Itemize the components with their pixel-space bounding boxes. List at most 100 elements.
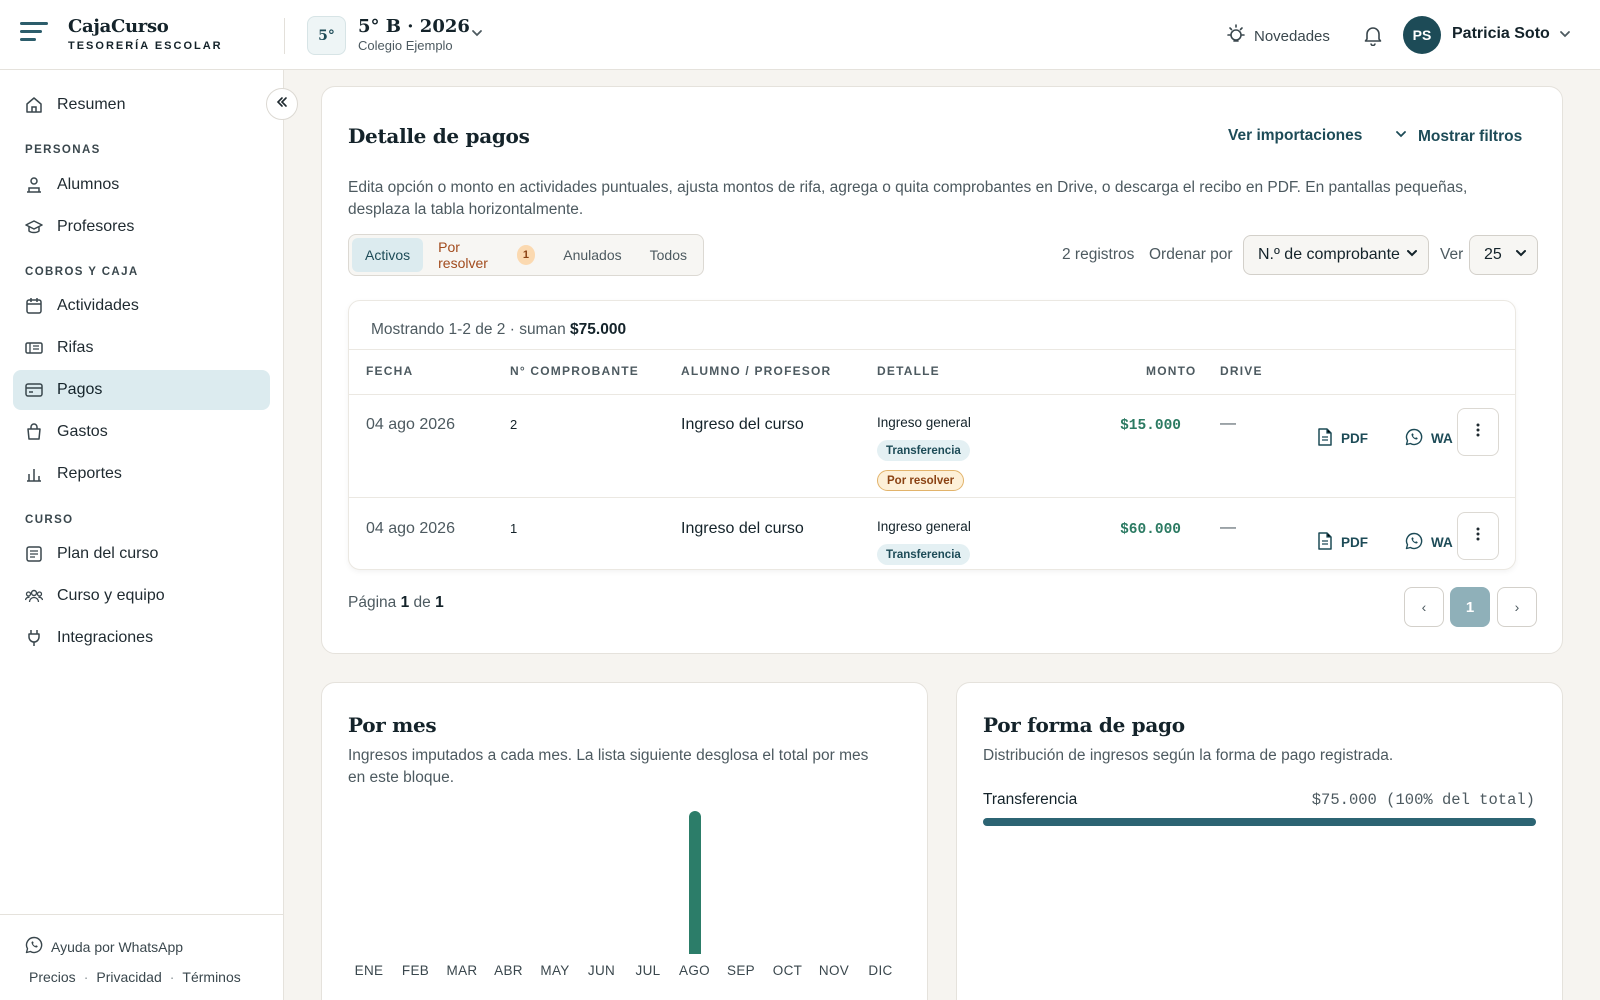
por-mes-title: Por mes bbox=[348, 713, 437, 737]
tab-anulados[interactable]: Anulados bbox=[563, 247, 622, 263]
collapse-sidebar-button[interactable] bbox=[266, 88, 298, 120]
row-divider bbox=[349, 394, 1515, 395]
whatsapp-icon bbox=[25, 936, 43, 957]
sidebar-item-reportes[interactable]: Reportes bbox=[13, 454, 270, 494]
column-header-fecha[interactable]: FECHA bbox=[366, 364, 414, 378]
pdf-label: PDF bbox=[1341, 535, 1368, 550]
sidebar-item-label: Integraciones bbox=[57, 629, 154, 646]
sidebar-item-label: Reportes bbox=[57, 465, 122, 482]
privacidad-link[interactable]: Privacidad bbox=[96, 969, 162, 985]
chart-tick-label: FEB bbox=[401, 963, 430, 978]
pdf-button[interactable]: PDF bbox=[1317, 532, 1368, 553]
footer-separator: · bbox=[83, 969, 89, 985]
mostrar-filtros-button[interactable]: Mostrar filtros bbox=[1394, 127, 1522, 146]
showing-summary: Mostrando 1-2 de 2 · suman $75.000 bbox=[371, 321, 626, 339]
per-page-value: 25 bbox=[1484, 246, 1502, 263]
wa-label: WA bbox=[1431, 431, 1453, 446]
plug-icon bbox=[25, 629, 43, 647]
chart-tick-label: MAR bbox=[446, 963, 478, 978]
row-divider bbox=[349, 497, 1515, 498]
row-date: 04 ago 2026 bbox=[366, 520, 455, 537]
footer-separator: · bbox=[169, 969, 175, 985]
total-pages: 1 bbox=[435, 594, 444, 611]
brand-logo[interactable]: CajaCurso TESORERÍA ESCOLAR bbox=[68, 16, 223, 52]
top-header: CajaCurso TESORERÍA ESCOLAR 5° 5° B · 20… bbox=[0, 0, 1600, 70]
sidebar-item-integraciones[interactable]: Integraciones bbox=[13, 618, 270, 658]
sidebar-item-gastos[interactable]: Gastos bbox=[13, 412, 270, 452]
avatar[interactable]: PS bbox=[1403, 16, 1441, 54]
bell-icon[interactable] bbox=[1362, 24, 1384, 50]
chart-tick-label: ENE bbox=[354, 963, 384, 978]
help-label: Ayuda por WhatsApp bbox=[51, 938, 184, 955]
section-personas: PERSONAS bbox=[25, 144, 101, 156]
chevron-down-icon[interactable] bbox=[1558, 27, 1572, 45]
sidebar-item-rifas[interactable]: Rifas bbox=[13, 328, 270, 368]
precios-link[interactable]: Precios bbox=[29, 969, 76, 985]
course-badge[interactable]: 5° bbox=[307, 16, 346, 55]
sidebar-item-label: Curso y equipo bbox=[57, 587, 165, 604]
sidebar-item-alumnos[interactable]: Alumnos bbox=[13, 165, 270, 205]
footer-links: Precios · Privacidad · Términos bbox=[29, 969, 241, 985]
sidebar-item-label: Alumnos bbox=[57, 176, 120, 193]
next-page-button[interactable]: › bbox=[1497, 587, 1537, 627]
chart-tick-label: OCT bbox=[772, 963, 803, 978]
row-payer: Ingreso del curso bbox=[681, 520, 804, 537]
of-word: de bbox=[413, 594, 431, 611]
sidebar-item-equipo[interactable]: Curso y equipo bbox=[13, 576, 270, 616]
column-header-alumno[interactable]: ALUMNO / PROFESOR bbox=[681, 364, 832, 378]
column-header-detalle[interactable]: DETALLE bbox=[877, 364, 940, 378]
pdf-button[interactable]: PDF bbox=[1317, 428, 1368, 449]
section-curso: CURSO bbox=[25, 514, 74, 526]
description-line: Ingresos imputados a cada mes. La lista … bbox=[348, 747, 869, 764]
help-whatsapp-link[interactable]: Ayuda por WhatsApp bbox=[25, 936, 183, 957]
user-name[interactable]: Patricia Soto bbox=[1452, 25, 1550, 42]
payment-method-label: Transferencia bbox=[983, 791, 1078, 808]
sidebar-item-pagos[interactable]: Pagos bbox=[13, 370, 270, 410]
course-title[interactable]: 5° B · 2026 bbox=[358, 16, 470, 37]
per-page-select[interactable]: 25 bbox=[1469, 235, 1538, 275]
tab-activos[interactable]: Activos bbox=[352, 238, 424, 272]
course-school: Colegio Ejemplo bbox=[358, 38, 453, 53]
whatsapp-button[interactable]: WA bbox=[1405, 428, 1453, 449]
sidebar-item-plan[interactable]: Plan del curso bbox=[13, 534, 270, 574]
tab-todos[interactable]: Todos bbox=[649, 247, 687, 263]
tab-por-resolver[interactable]: Por resolver 1 bbox=[425, 238, 548, 272]
column-header-comprobante[interactable]: N° COMPROBANTE bbox=[510, 364, 639, 378]
prev-page-button[interactable]: ‹ bbox=[1404, 587, 1444, 627]
mostrar-filtros-label: Mostrar filtros bbox=[1418, 127, 1523, 145]
brand-name: CajaCurso bbox=[68, 16, 169, 37]
count-badge: 1 bbox=[516, 245, 536, 265]
row-receipt-number: 2 bbox=[510, 417, 518, 432]
sidebar-item-profesores[interactable]: Profesores bbox=[13, 207, 270, 247]
forma-pago-title: Por forma de pago bbox=[983, 713, 1185, 737]
document-list-icon bbox=[25, 545, 43, 563]
row-menu-button[interactable] bbox=[1457, 408, 1499, 456]
bar-chart-icon bbox=[25, 465, 43, 483]
sidebar-item-resumen[interactable]: Resumen bbox=[13, 85, 270, 125]
payment-method-value: $75.000 (100% del total) bbox=[1311, 791, 1535, 809]
per-page-label: Ver bbox=[1440, 246, 1464, 263]
credit-card-icon bbox=[25, 381, 43, 399]
description-line: Edita opción o monto en actividades punt… bbox=[348, 179, 1468, 196]
whatsapp-icon bbox=[1405, 532, 1423, 553]
ticket-icon bbox=[25, 339, 43, 357]
chevron-down-icon[interactable] bbox=[470, 26, 484, 44]
table-header-divider bbox=[349, 349, 1515, 350]
column-header-monto[interactable]: MONTO bbox=[1146, 364, 1197, 378]
more-vertical-icon bbox=[1476, 422, 1480, 442]
row-menu-button[interactable] bbox=[1457, 512, 1499, 560]
student-icon bbox=[25, 176, 43, 194]
ver-importaciones-button[interactable]: Ver importaciones bbox=[1228, 127, 1363, 144]
sidebar-item-actividades[interactable]: Actividades bbox=[13, 286, 270, 326]
terminos-link[interactable]: Términos bbox=[182, 969, 241, 985]
column-header-drive[interactable]: DRIVE bbox=[1220, 364, 1263, 378]
whatsapp-button[interactable]: WA bbox=[1405, 532, 1453, 553]
page-1-button[interactable]: 1 bbox=[1450, 587, 1490, 627]
row-amount: $15.000 bbox=[1120, 418, 1181, 434]
por-mes-description: Ingresos imputados a cada mes. La lista … bbox=[348, 745, 908, 789]
forma-pago-description: Distribución de ingresos según la forma … bbox=[983, 747, 1394, 764]
menu-icon[interactable] bbox=[20, 22, 48, 46]
home-icon bbox=[25, 96, 43, 114]
sort-select[interactable]: N.º de comprobante bbox=[1243, 235, 1429, 275]
novedades-button[interactable]: Novedades bbox=[1226, 24, 1330, 48]
